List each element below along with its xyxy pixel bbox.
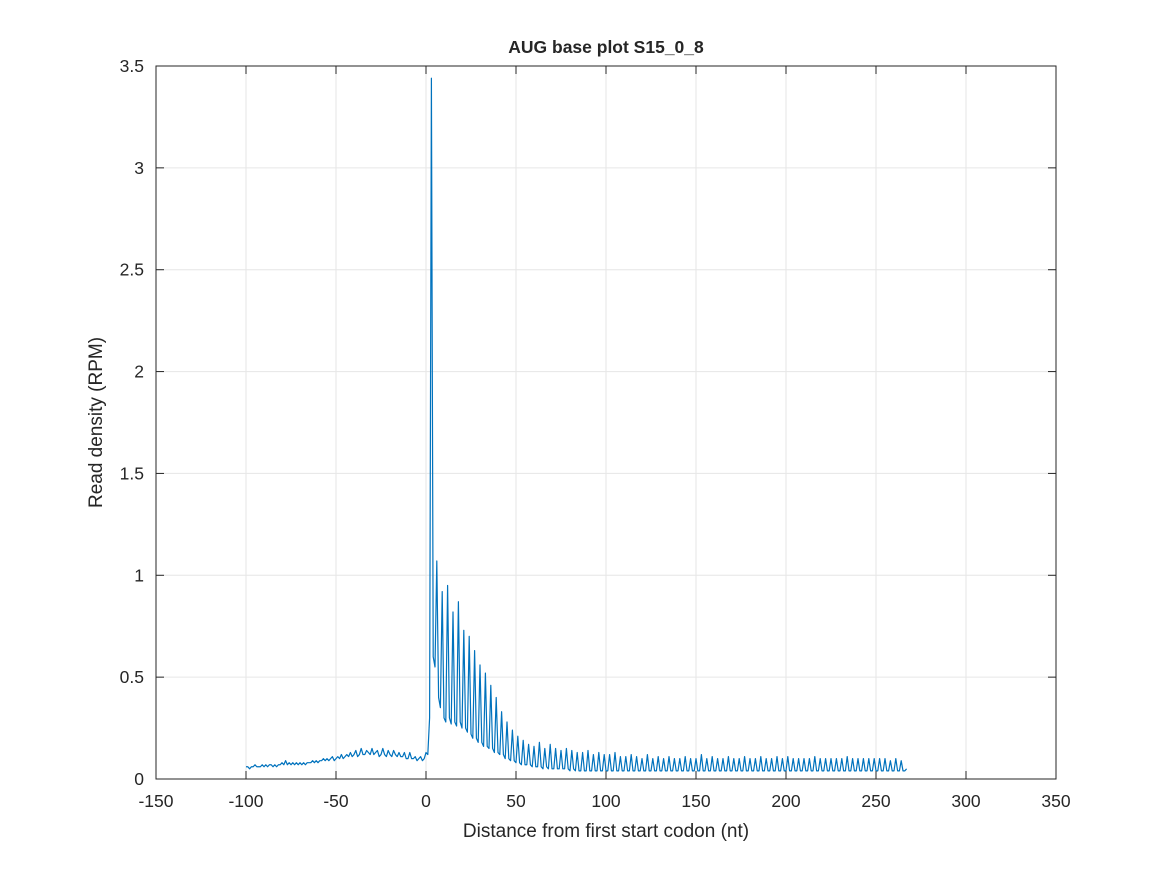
x-tick-label: 100 bbox=[591, 791, 620, 811]
x-tick-label: -150 bbox=[138, 791, 173, 811]
tick-marks bbox=[155, 65, 1057, 780]
series-group bbox=[246, 77, 908, 772]
x-tick-label: 300 bbox=[951, 791, 980, 811]
y-tick-label: 0 bbox=[134, 769, 144, 789]
x-tick-label: -100 bbox=[228, 791, 263, 811]
series-line bbox=[246, 77, 908, 772]
x-tick-labels: -150 -100 -50 0 50 100 150 200 250 300 350 bbox=[138, 791, 1070, 811]
y-tick-label: 0.5 bbox=[120, 667, 144, 687]
chart-title: AUG base plot S15_0_8 bbox=[508, 37, 704, 57]
y-tick-label: 3.5 bbox=[120, 56, 144, 76]
y-tick-label: 1 bbox=[134, 565, 144, 585]
x-tick-label: 200 bbox=[771, 791, 800, 811]
y-axis-label: Read density (RPM) bbox=[86, 337, 107, 508]
x-tick-label: 250 bbox=[861, 791, 890, 811]
x-tick-label: 150 bbox=[681, 791, 710, 811]
x-tick-label: 350 bbox=[1041, 791, 1070, 811]
x-axis-label: Distance from first start codon (nt) bbox=[463, 821, 749, 842]
x-tick-label: 50 bbox=[506, 791, 526, 811]
y-tick-label: 2.5 bbox=[120, 260, 144, 280]
y-tick-label: 2 bbox=[134, 362, 144, 382]
y-tick-label: 3 bbox=[134, 158, 144, 178]
x-tick-label: -50 bbox=[323, 791, 349, 811]
y-tick-label: 1.5 bbox=[120, 463, 144, 483]
x-tick-label: 0 bbox=[421, 791, 431, 811]
y-tick-labels: 0 0.5 1 1.5 2 2.5 3 3.5 bbox=[120, 56, 145, 789]
